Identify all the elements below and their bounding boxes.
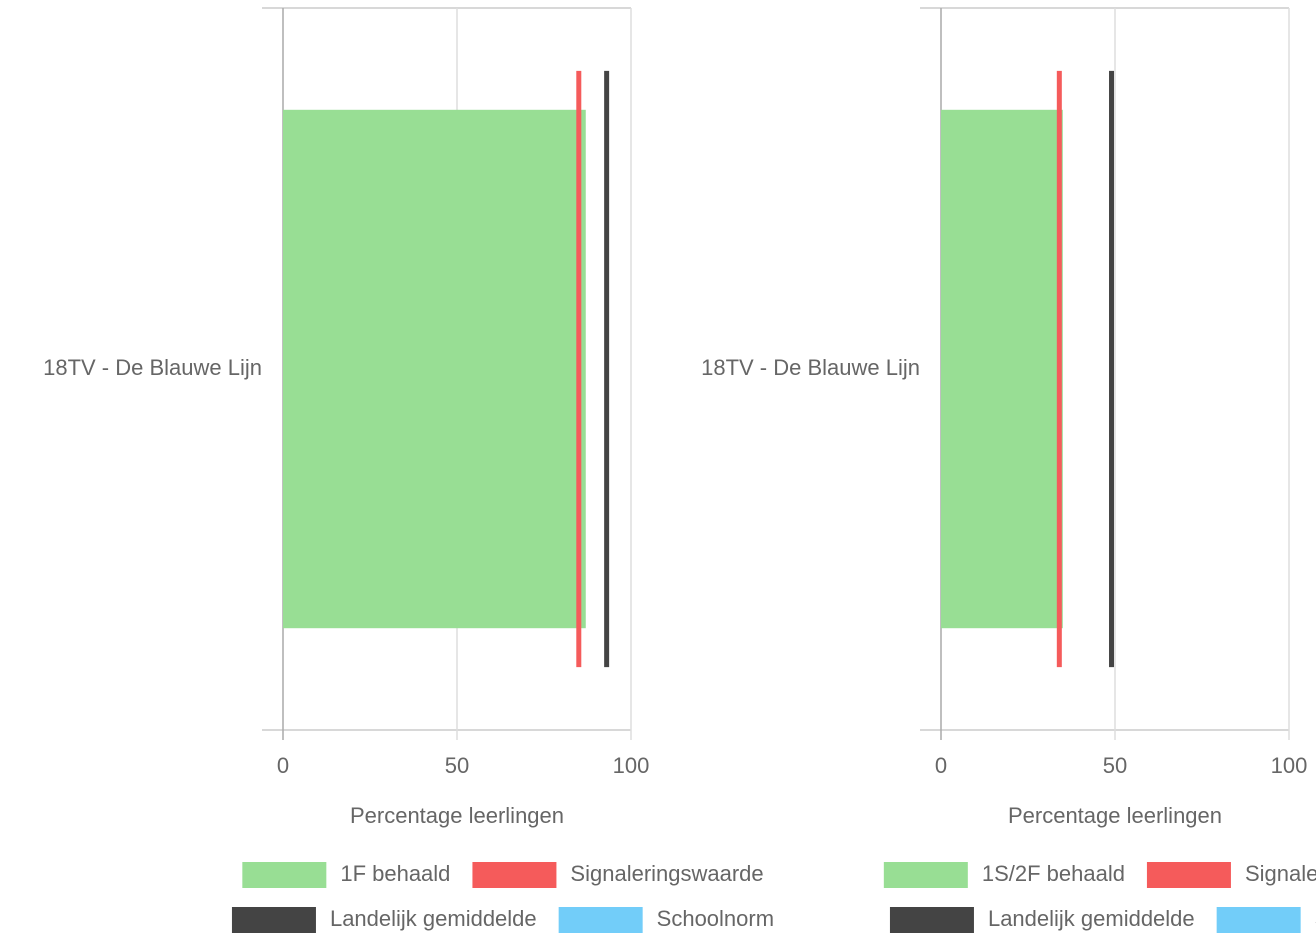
legend-label: Landelijk gemiddelde (330, 906, 537, 931)
legend-row: 1F behaald Signaleringswaarde (242, 861, 764, 888)
legend-swatch (472, 862, 557, 888)
legend-swatch (1216, 907, 1301, 933)
legend-label: 1S/2F behaald (982, 861, 1125, 886)
category-label: 18TV - De Blauwe Lijn (701, 355, 920, 380)
chart: 0 50 100 Percentage leerlingen 18TV - De Bla… (43, 7, 774, 933)
x-tick-label: 100 (1271, 753, 1308, 778)
chart: 0 50 100 Percentage leerlingen 18TV - De Bla… (701, 7, 1316, 933)
bar (283, 109, 586, 629)
legend-label: Schoolnorm (657, 906, 774, 931)
legend-label: Schoolnorm (1315, 906, 1316, 931)
legend-swatch (231, 907, 316, 933)
legend-label: Landelijk gemiddelde (988, 906, 1195, 931)
legend-row: Landelijk gemiddelde Schoolnorm (231, 906, 774, 933)
legend-swatch (1146, 862, 1231, 888)
x-tick-label: 50 (445, 753, 469, 778)
legend-label: Signaleringswaarde (570, 861, 763, 886)
legend-label: 1F behaald (340, 861, 450, 886)
legend-swatch (242, 862, 327, 888)
category-label: 18TV - De Blauwe Lijn (43, 355, 262, 380)
x-tick-label: 50 (1103, 753, 1127, 778)
x-axis-label: Percentage leerlingen (1008, 803, 1222, 828)
x-tick-label: 0 (277, 753, 289, 778)
bar (941, 109, 1063, 629)
x-tick-label: 100 (613, 753, 650, 778)
legend-swatch (889, 907, 974, 933)
legend-row: 1S/2F behaald Signaleringswaarde (883, 861, 1316, 888)
legend-row: Landelijk gemiddelde Schoolnorm (889, 906, 1316, 933)
legend-label: Signaleringswaarde (1245, 861, 1316, 886)
x-tick-label: 0 (935, 753, 947, 778)
legend-swatch (558, 907, 643, 933)
x-axis-label: Percentage leerlingen (350, 803, 564, 828)
legend-swatch (883, 862, 968, 888)
